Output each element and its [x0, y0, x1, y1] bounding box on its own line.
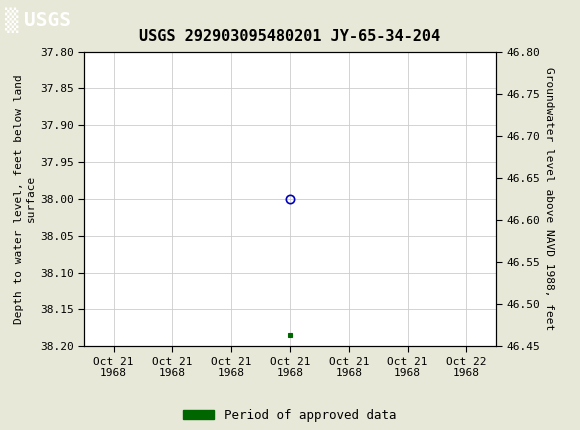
- Y-axis label: Groundwater level above NAVD 1988, feet: Groundwater level above NAVD 1988, feet: [544, 67, 554, 331]
- Text: USGS: USGS: [24, 10, 71, 30]
- Y-axis label: Depth to water level, feet below land
surface: Depth to water level, feet below land su…: [14, 74, 36, 324]
- Text: USGS 292903095480201 JY-65-34-204: USGS 292903095480201 JY-65-34-204: [139, 29, 441, 44]
- Text: ▒: ▒: [5, 7, 18, 33]
- Legend: Period of approved data: Period of approved data: [178, 404, 402, 427]
